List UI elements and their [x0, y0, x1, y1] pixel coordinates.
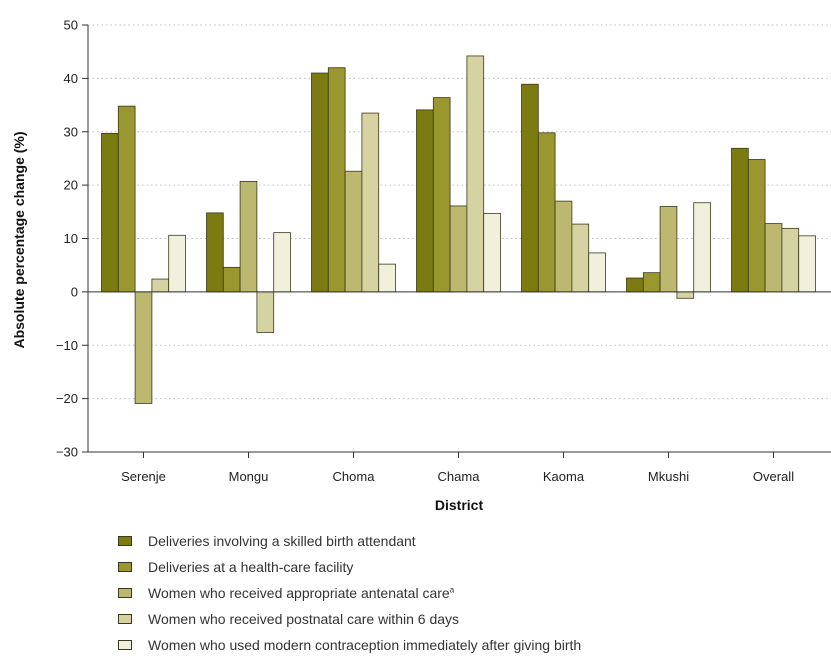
x-tick-label: Serenje — [121, 469, 166, 484]
y-tick-label: 0 — [71, 284, 78, 299]
legend-label: Women who received appropriate antenatal… — [148, 585, 455, 601]
bar — [239, 180, 258, 293]
y-tick-label: 20 — [64, 178, 78, 193]
legend-item: Deliveries involving a skilled birth att… — [118, 528, 581, 554]
legend-swatch — [118, 562, 132, 572]
bar — [432, 97, 451, 293]
x-ticks: Serenje Mongu Choma Chama Kaoma Mkushi Overall — [121, 452, 794, 484]
bar — [168, 234, 186, 293]
legend-label: Women who received postnatal care within… — [148, 611, 460, 627]
y-tick-label: −20 — [56, 391, 78, 406]
bar — [311, 72, 329, 293]
bar — [256, 291, 275, 333]
legend-swatch — [118, 640, 132, 650]
y-ticks: 50 40 30 20 10 0 −10 −20 −30 — [56, 18, 88, 460]
bar — [483, 213, 501, 293]
bar — [117, 105, 136, 293]
x-tick-label: Mongu — [229, 469, 269, 484]
bar — [521, 83, 539, 293]
bar — [747, 159, 766, 293]
bar — [327, 67, 346, 293]
legend-swatch — [118, 614, 132, 624]
legend-swatch — [118, 536, 132, 546]
legend-label: Women who used modern contraception imme… — [148, 637, 582, 653]
bar — [134, 291, 153, 404]
bar — [571, 223, 590, 293]
bar — [626, 277, 644, 293]
bar — [537, 132, 556, 293]
bar — [693, 202, 711, 293]
bar — [781, 227, 800, 293]
bar — [416, 109, 434, 293]
x-tick-label: Chama — [438, 469, 481, 484]
bar — [659, 206, 678, 293]
y-tick-label: −30 — [56, 445, 78, 460]
legend-item: Women who received appropriate antenatal… — [118, 580, 581, 606]
bar — [151, 278, 170, 293]
x-tick-label: Kaoma — [543, 469, 585, 484]
y-tick-label: −10 — [56, 338, 78, 353]
bar — [764, 223, 783, 293]
bar — [378, 263, 396, 293]
bar — [642, 272, 661, 293]
y-tick-label: 40 — [64, 71, 78, 86]
y-tick-label: 50 — [64, 18, 78, 33]
legend: Deliveries involving a skilled birth att… — [118, 528, 581, 658]
bar — [466, 55, 485, 293]
bar-chart: 50 40 30 20 10 0 −10 −20 −30 Serenje Mongu Choma Ch… — [11, 18, 831, 513]
bar — [676, 291, 695, 299]
bars — [101, 55, 816, 404]
bar — [588, 252, 606, 293]
bar — [101, 132, 119, 293]
bar — [449, 205, 468, 293]
legend-item: Women who used modern contraception imme… — [118, 632, 581, 658]
legend-item: Women who received postnatal care within… — [118, 606, 581, 632]
x-tick-label: Choma — [333, 469, 376, 484]
y-axis-title: Absolute percentage change (%) — [11, 131, 27, 348]
bar — [222, 266, 241, 293]
bar — [554, 200, 573, 293]
bar — [344, 170, 363, 293]
y-tick-label: 30 — [64, 124, 78, 139]
x-axis-title: District — [435, 497, 484, 513]
bar — [731, 147, 749, 293]
bar — [798, 235, 816, 293]
bar — [206, 212, 224, 293]
y-tick-label: 10 — [64, 231, 78, 246]
legend-swatch — [118, 588, 132, 598]
bar — [273, 232, 291, 293]
x-tick-label: Overall — [753, 469, 794, 484]
x-tick-label: Mkushi — [648, 469, 689, 484]
bar — [361, 112, 380, 293]
legend-item: Deliveries at a health-care facility — [118, 554, 581, 580]
legend-label: Deliveries involving a skilled birth att… — [148, 533, 416, 549]
legend-label: Deliveries at a health-care facility — [148, 559, 354, 575]
